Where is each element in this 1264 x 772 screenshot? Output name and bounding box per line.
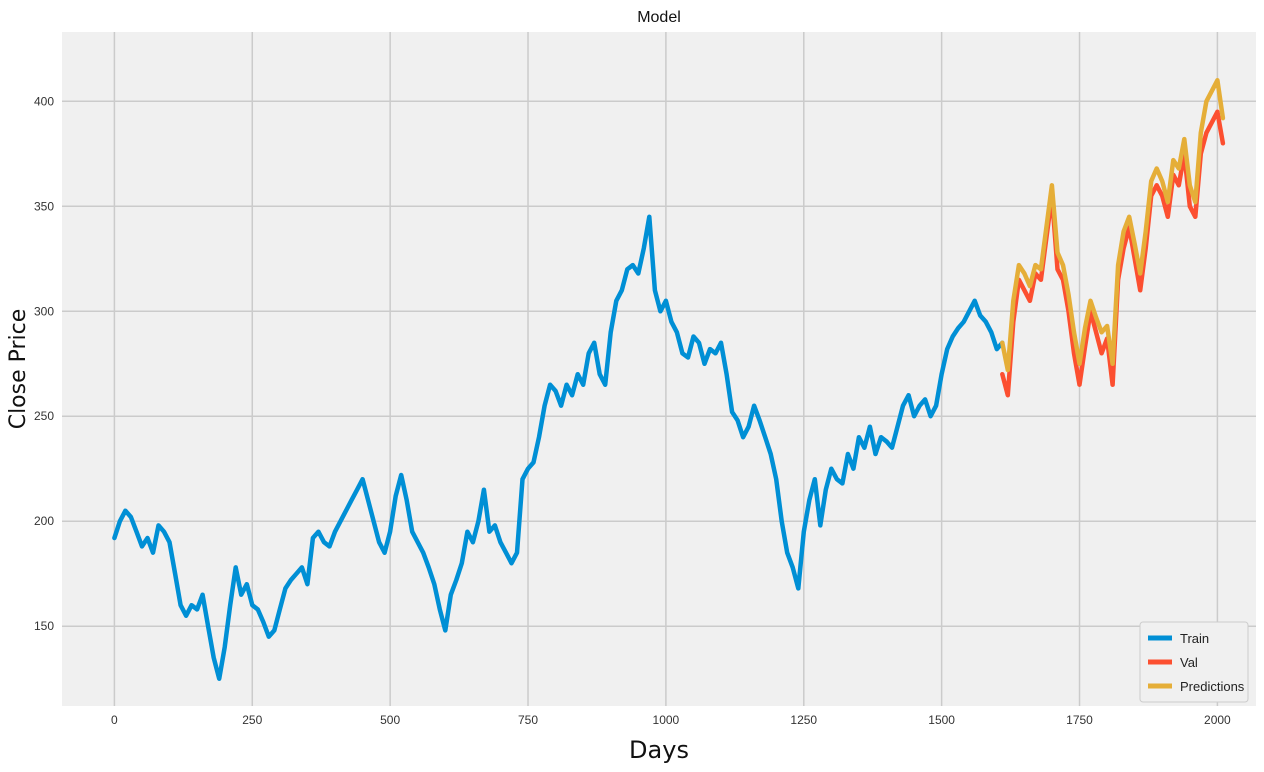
x-tick-label: 750 — [518, 713, 538, 727]
x-tick-label: 1750 — [1066, 713, 1093, 727]
x-tick-label: 1250 — [790, 713, 817, 727]
y-tick-label: 250 — [34, 409, 54, 423]
plot-area — [62, 32, 1256, 706]
y-tick-label: 400 — [34, 94, 54, 108]
x-tick-label: 0 — [111, 713, 118, 727]
y-axis-label: Close Price — [6, 309, 31, 430]
x-tick-label: 1000 — [653, 713, 680, 727]
y-tick-label: 300 — [34, 304, 54, 318]
legend-label: Val — [1180, 655, 1198, 670]
series-line-train — [112, 214, 1005, 681]
legend: Train Val Predictions — [1139, 621, 1249, 703]
legend-box — [1139, 621, 1249, 703]
legend-label: Train — [1180, 631, 1209, 646]
legend-label: Predictions — [1180, 679, 1245, 694]
x-tick-label: 1500 — [928, 713, 955, 727]
y-tick-label: 350 — [34, 199, 54, 213]
grid-lines — [62, 32, 1256, 706]
x-tick-label: 250 — [242, 713, 262, 727]
x-tick-label: 2000 — [1204, 713, 1231, 727]
series-layer — [112, 78, 1226, 681]
y-tick-label: 200 — [34, 514, 54, 528]
x-axis-label: Days — [629, 736, 689, 764]
y-axis-ticks: 150 200 250 300 350 400 — [34, 94, 54, 633]
series-line-predictions — [1000, 78, 1226, 373]
x-tick-label: 500 — [380, 713, 400, 727]
x-axis-ticks: 0 250 500 750 1000 1250 1500 1750 2000 — [111, 713, 1231, 727]
chart-title: Model — [637, 9, 681, 26]
y-tick-label: 150 — [34, 619, 54, 633]
